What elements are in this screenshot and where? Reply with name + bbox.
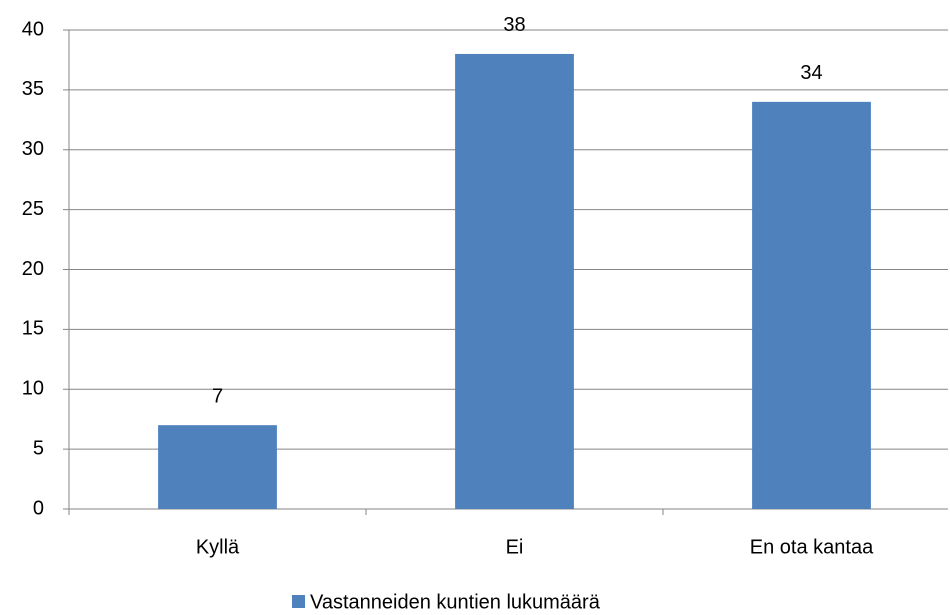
legend-label: Vastanneiden kuntien lukumäärä — [310, 591, 601, 613]
bar — [752, 101, 871, 509]
y-tick-label: 20 — [22, 258, 44, 280]
bar — [158, 425, 277, 509]
data-label: 7 — [212, 385, 223, 407]
x-tick-label: Ei — [506, 536, 524, 558]
x-tick-label: Kyllä — [196, 536, 240, 558]
y-tick-label: 30 — [22, 138, 44, 160]
legend-swatch — [292, 595, 305, 608]
y-tick-label: 0 — [33, 497, 44, 519]
y-tick-label: 25 — [22, 198, 44, 220]
y-tick-label: 40 — [22, 18, 44, 40]
bar — [455, 53, 574, 509]
y-tick-label: 10 — [22, 378, 44, 400]
data-label: 38 — [503, 14, 525, 36]
x-tick-label: En ota kantaa — [750, 536, 874, 558]
y-tick-label: 15 — [22, 318, 44, 340]
y-tick-label: 35 — [22, 78, 44, 100]
y-tick-label: 5 — [33, 437, 44, 459]
data-label: 34 — [800, 62, 822, 84]
